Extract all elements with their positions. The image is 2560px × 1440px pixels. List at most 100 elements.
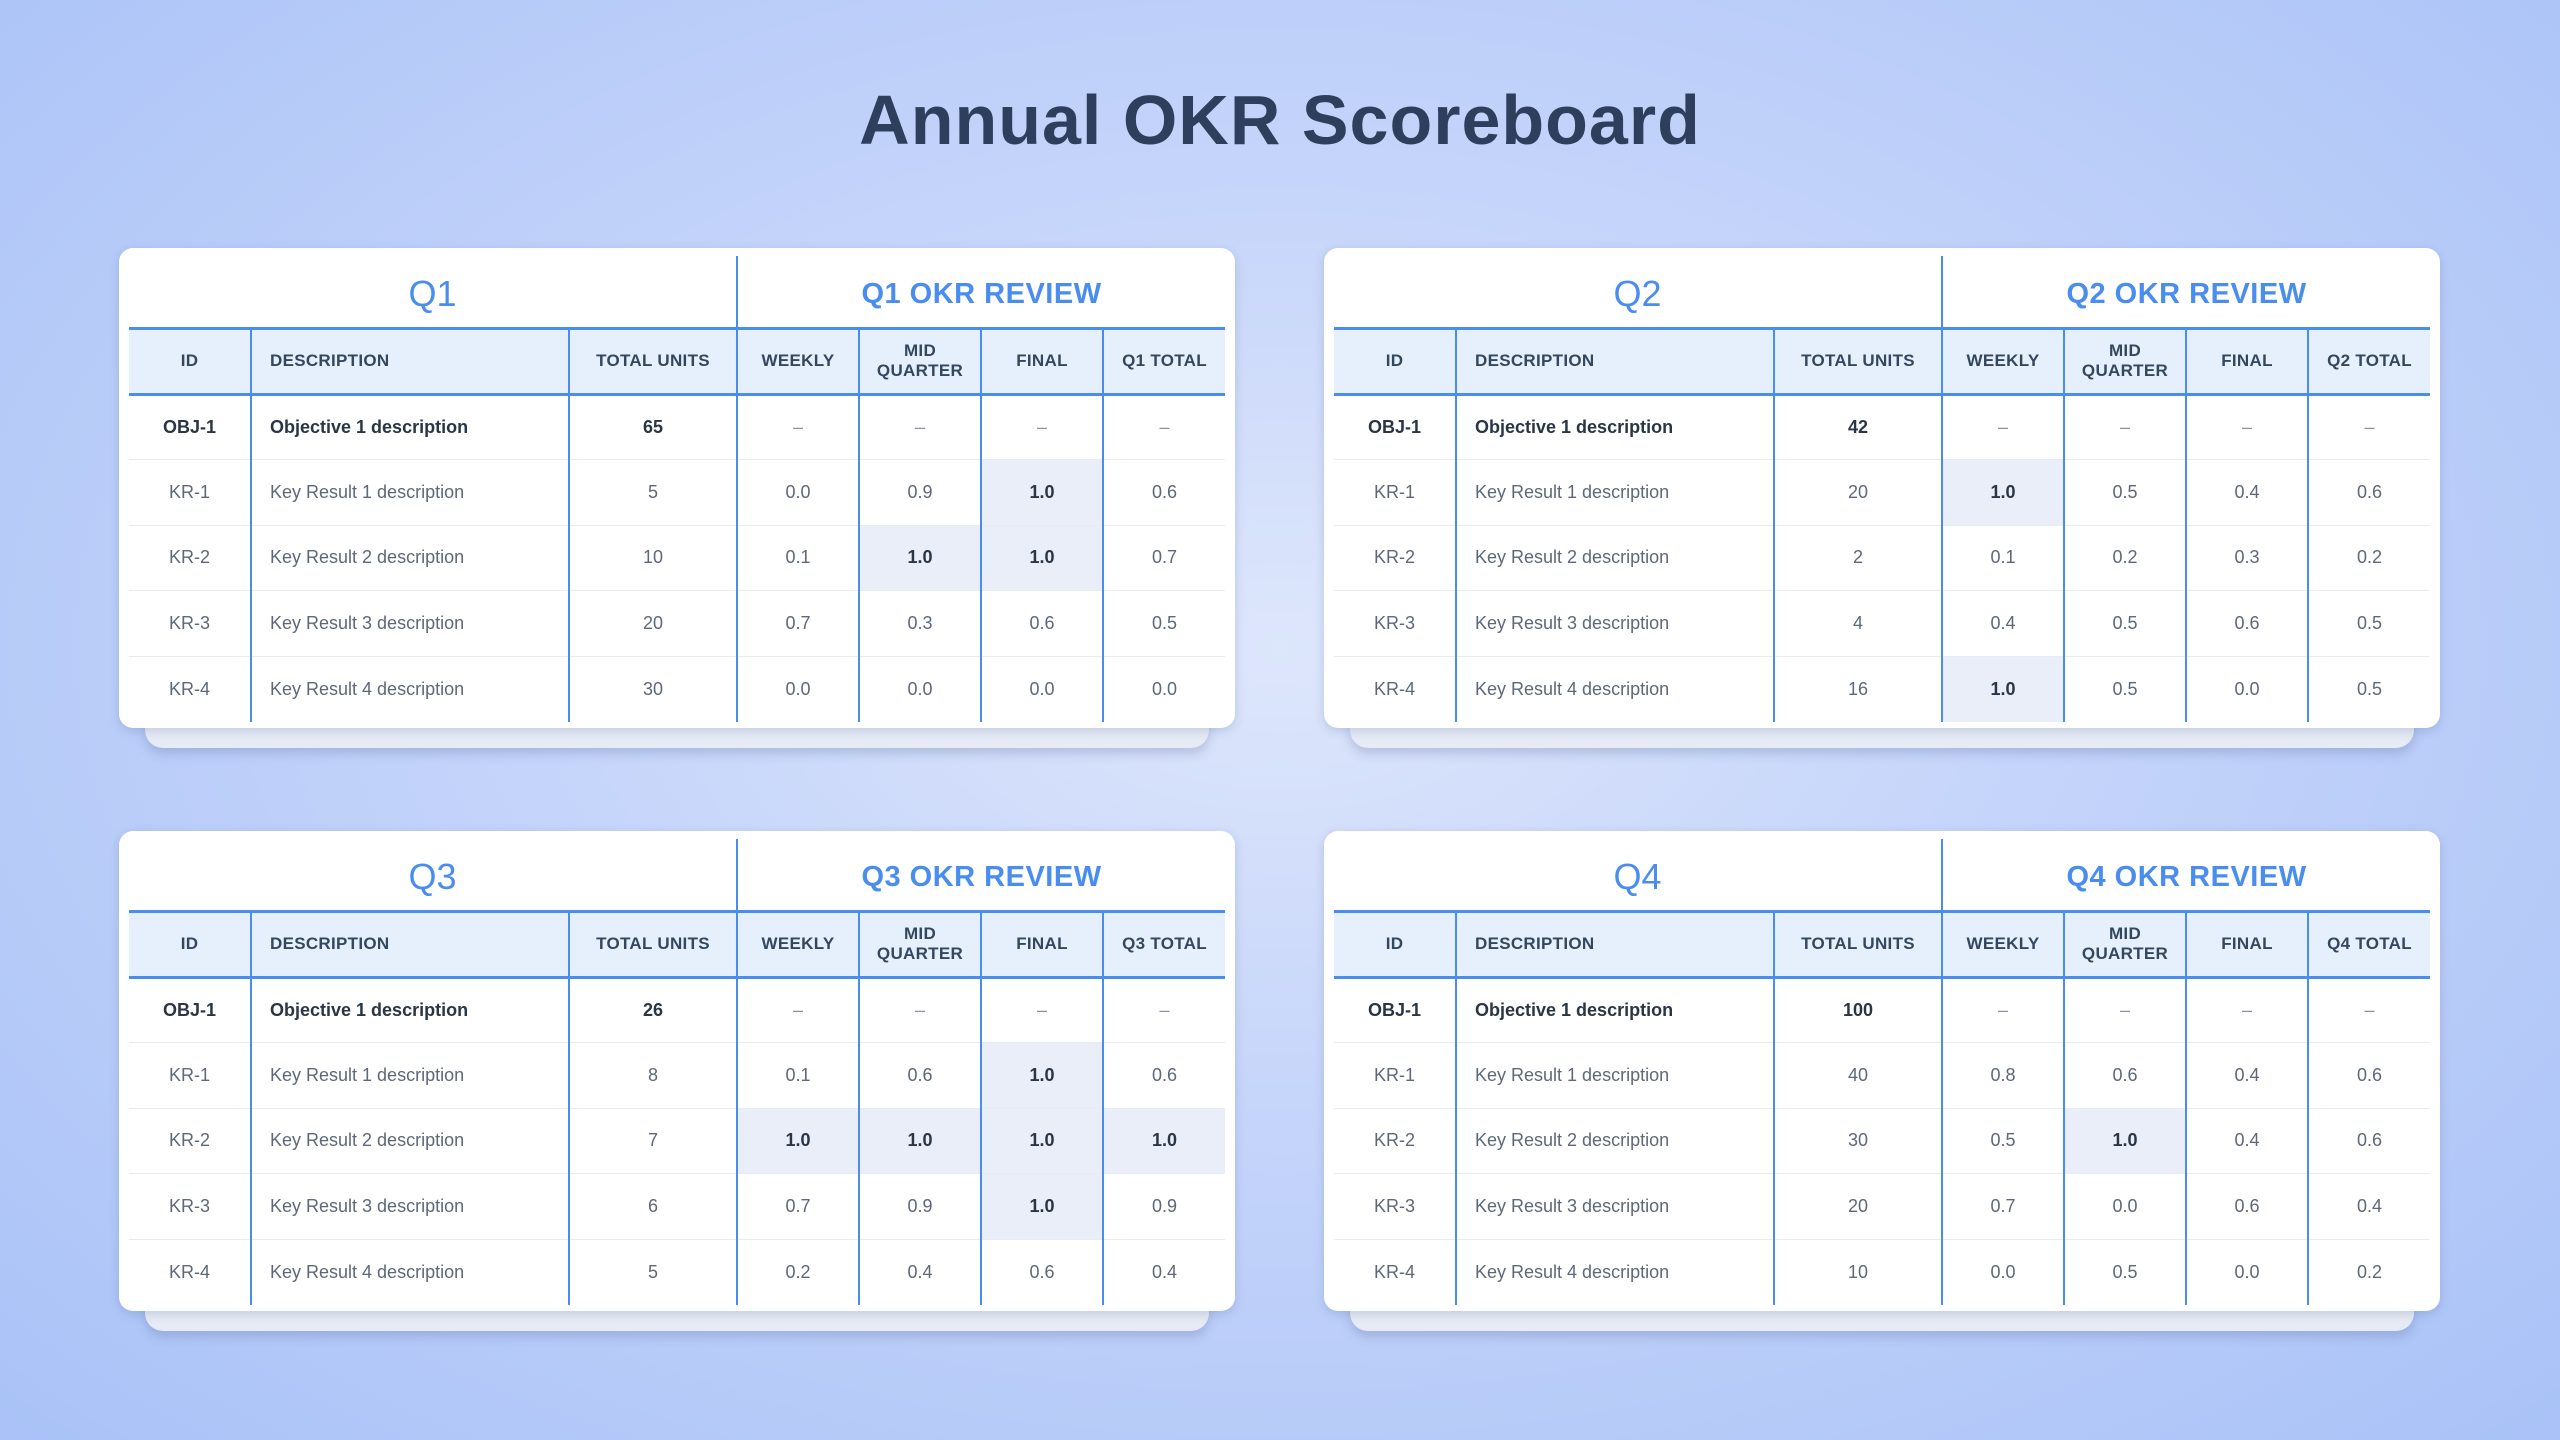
okr-table: Q2 Q2 OKR REVIEW ID DESCRIPTION TOTAL UN…: [1334, 256, 2431, 722]
cell-final: 0.4: [2186, 1042, 2309, 1109]
col-header-total-units: TOTAL UNITS: [569, 326, 738, 396]
cell-desc: Key Result 4 description: [251, 656, 570, 722]
cell-units: 42: [1774, 394, 1943, 460]
col-header-weekly: WEEKLY: [737, 326, 860, 396]
cell-mid: 0.6: [859, 1042, 982, 1109]
cell-final: 1.0: [981, 1042, 1104, 1109]
cell-units: 30: [1774, 1108, 1943, 1174]
col-header-weekly: WEEKLY: [1942, 326, 2065, 396]
cell-total: 0.9: [1103, 1173, 1226, 1240]
cell-units: 20: [1774, 459, 1943, 526]
cell-total: 0.2: [2308, 525, 2431, 591]
review-title: Q4 OKR REVIEW: [2066, 860, 2307, 893]
cell-final: 0.0: [2186, 656, 2309, 722]
cell-final: –: [2186, 394, 2309, 460]
cell-total: 1.0: [1103, 1108, 1226, 1174]
objective-row: OBJ-1 Objective 1 description 100– – – –: [1334, 977, 2431, 1043]
cell-final: 0.6: [2186, 590, 2309, 657]
quarter-label: Q4: [1334, 839, 1943, 911]
objective-row: OBJ-1 Objective 1 description 65– – – –: [129, 394, 1226, 460]
cell-weekly: 0.7: [737, 590, 860, 657]
cell-final: 0.6: [981, 590, 1104, 657]
okr-table-card: Q3 Q3 OKR REVIEW ID DESCRIPTION TOTAL UN…: [119, 831, 1235, 1311]
quarter-label: Q1: [129, 256, 738, 328]
cell-weekly: 0.1: [1942, 525, 2065, 591]
objective-row: OBJ-1 Objective 1 description 26– – – –: [129, 977, 1226, 1043]
cell-units: 30: [569, 656, 738, 722]
cell-id: OBJ-1: [1334, 977, 1457, 1043]
cell-weekly: 1.0: [737, 1108, 860, 1174]
cell-id: KR-1: [1334, 459, 1457, 526]
cell-final: 0.0: [2186, 1239, 2309, 1305]
cell-weekly: 0.7: [1942, 1173, 2065, 1240]
cell-total: 0.6: [1103, 1042, 1226, 1109]
cell-desc: Key Result 2 description: [251, 525, 570, 591]
quarter-label: Q2: [1334, 256, 1943, 328]
cell-units: 4: [1774, 590, 1943, 657]
cell-units: 16: [1774, 656, 1943, 722]
cell-total: 0.4: [2308, 1173, 2431, 1240]
cell-desc: Key Result 1 description: [1456, 459, 1775, 526]
cell-units: 20: [569, 590, 738, 657]
cell-final: –: [2186, 977, 2309, 1043]
cell-weekly: 0.1: [737, 525, 860, 591]
cell-mid: –: [2064, 977, 2187, 1043]
cell-final: 1.0: [981, 1173, 1104, 1240]
q3-card: Q3 Q3 OKR REVIEW ID DESCRIPTION TOTAL UN…: [119, 831, 1235, 1331]
col-header-total-units: TOTAL UNITS: [569, 909, 738, 979]
okr-table: Q3 Q3 OKR REVIEW ID DESCRIPTION TOTAL UN…: [129, 839, 1226, 1305]
cell-units: 65: [569, 394, 738, 460]
cell-weekly: 0.4: [1942, 590, 2065, 657]
cell-total: –: [2308, 394, 2431, 460]
cell-mid: 0.4: [859, 1239, 982, 1305]
col-header-id: ID: [129, 326, 252, 396]
cell-id: KR-2: [129, 1108, 252, 1174]
cell-total: 0.5: [2308, 590, 2431, 657]
q2-card: Q2 Q2 OKR REVIEW ID DESCRIPTION TOTAL UN…: [1324, 248, 2440, 748]
okr-table-card: Q4 Q4 OKR REVIEW ID DESCRIPTION TOTAL UN…: [1324, 831, 2440, 1311]
col-header-final: FINAL: [2186, 909, 2309, 979]
cell-weekly: –: [737, 394, 860, 460]
cell-weekly: 0.5: [1942, 1108, 2065, 1174]
cell-total: 0.5: [1103, 590, 1226, 657]
cell-total: 0.6: [2308, 459, 2431, 526]
cell-units: 8: [569, 1042, 738, 1109]
cell-mid: 1.0: [2064, 1108, 2187, 1174]
cell-final: 0.3: [2186, 525, 2309, 591]
col-header-mid-quarter: MID QUARTER: [2064, 326, 2187, 396]
cell-final: 1.0: [981, 1108, 1104, 1174]
col-header-description: DESCRIPTION: [251, 909, 570, 979]
cell-desc: Objective 1 description: [1456, 394, 1775, 460]
cell-desc: Key Result 4 description: [251, 1239, 570, 1305]
cell-weekly: 0.7: [737, 1173, 860, 1240]
cell-units: 2: [1774, 525, 1943, 591]
cell-desc: Key Result 3 description: [1456, 590, 1775, 657]
cell-final: –: [981, 394, 1104, 460]
col-header-id: ID: [1334, 326, 1457, 396]
cell-final: 0.6: [981, 1239, 1104, 1305]
cell-id: KR-2: [129, 525, 252, 591]
cell-total: 0.7: [1103, 525, 1226, 591]
cell-weekly: –: [1942, 394, 2065, 460]
table-row: KR-1 Key Result 1 description 8 0.1 0.6 1.0 0.…: [129, 1042, 1226, 1109]
table-row: KR-2 Key Result 2 description 10 0.1 1.0 1.0 0…: [129, 525, 1226, 591]
col-header-final: FINAL: [981, 326, 1104, 396]
table-row: KR-3 Key Result 3 description 20 0.7 0.0 0.6 0…: [1334, 1173, 2431, 1240]
cell-id: KR-3: [129, 1173, 252, 1240]
okr-table-card: Q2 Q2 OKR REVIEW ID DESCRIPTION TOTAL UN…: [1324, 248, 2440, 728]
cell-desc: Key Result 3 description: [251, 1173, 570, 1240]
cell-mid: 1.0: [859, 525, 982, 591]
cell-units: 20: [1774, 1173, 1943, 1240]
cell-id: KR-1: [129, 1042, 252, 1109]
cell-mid: 0.9: [859, 1173, 982, 1240]
col-header-description: DESCRIPTION: [251, 326, 570, 396]
cell-total: 0.4: [1152, 1261, 1178, 1282]
cell-mid: 0.5: [2064, 1239, 2187, 1305]
cell-id: KR-2: [1334, 525, 1457, 591]
col-header-description: DESCRIPTION: [1456, 909, 1775, 979]
cell-units: 10: [1774, 1239, 1943, 1305]
col-header-weekly: WEEKLY: [1942, 909, 2065, 979]
col-header-final: FINAL: [2186, 326, 2309, 396]
okr-table-card: Q1 Q1 OKR REVIEW ID DESCRIPTION TOTAL UN…: [119, 248, 1235, 728]
table-body: OBJ-1 Objective 1 description 100– – – – KR-1 K…: [1334, 977, 2431, 1305]
